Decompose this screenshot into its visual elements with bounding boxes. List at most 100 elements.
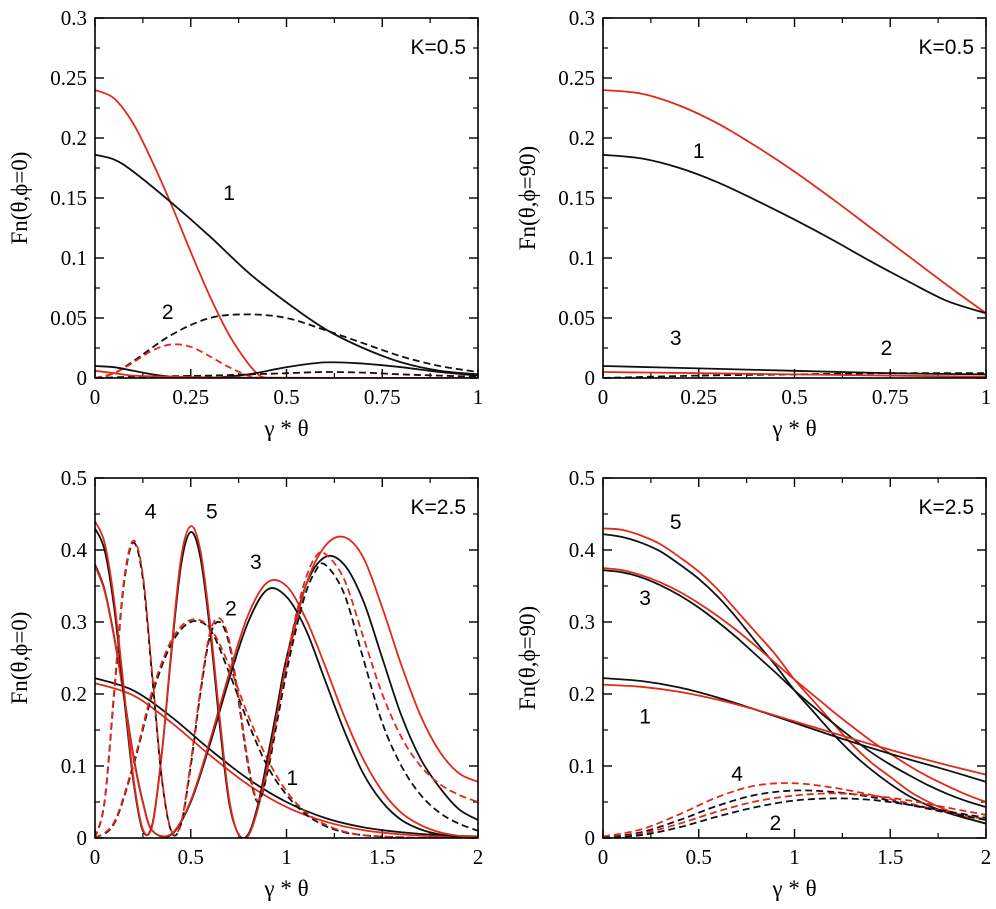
curve-label-4: 4 [145, 500, 157, 523]
y-tick-label: 0.4 [61, 538, 88, 562]
curve-label-4: 4 [731, 763, 743, 786]
chart-panel-1: 0 0.25 0.5 0.75 1 0 0.05 0.1 0.15 0.2 0.25 0.3 K=0.5… [7, 6, 483, 441]
curves [603, 89, 986, 378]
y-tick-label: 0 [77, 826, 88, 850]
plot-frame [94, 477, 479, 839]
y-tick-label: 0.4 [569, 538, 596, 562]
x-tick-label: 0.5 [686, 845, 712, 869]
curve-label-2: 2 [225, 598, 237, 621]
panel-label: K=2.5 [919, 496, 974, 519]
chart-panel-2: 0 0.25 0.5 0.75 1 0 0.05 0.1 0.15 0.2 0.25 0.3 K=0.5… [515, 6, 991, 441]
curve-label-2: 2 [162, 301, 174, 324]
series-line-3 [603, 567, 986, 803]
series-line-1 [603, 89, 986, 314]
curve-label-1: 1 [693, 140, 705, 163]
x-tick-label: 0 [598, 385, 609, 409]
plot-frame [94, 17, 479, 379]
curves [95, 89, 478, 378]
y-tick-label: 0 [77, 366, 88, 390]
y-axis-title: Fn(θ,ϕ=90) [515, 606, 540, 710]
curve-label-3: 3 [250, 551, 262, 574]
y-tick-label: 0.5 [569, 466, 595, 490]
x-tick-label: 1.5 [369, 845, 395, 869]
x-tick-label: 0 [90, 385, 101, 409]
x-axis-title: γ * θ [771, 416, 816, 441]
curve-label-1: 1 [639, 706, 651, 729]
x-tick-label: 0.5 [178, 845, 204, 869]
series-line-3 [95, 313, 478, 378]
y-tick-label: 0.15 [50, 186, 87, 210]
x-tick-label: 2 [473, 845, 484, 869]
series-line-6 [603, 683, 986, 776]
y-tick-label: 0.5 [61, 466, 87, 490]
curve-label-1: 1 [286, 767, 298, 790]
panel-label: K=0.5 [411, 36, 466, 59]
y-tick-label: 0.2 [61, 126, 87, 150]
x-tick-label: 0 [598, 845, 609, 869]
y-axis-title: Fn(θ,ϕ=0) [7, 152, 32, 245]
x-tick-label: 0 [90, 845, 101, 869]
curve-label-5: 5 [670, 511, 682, 534]
panel-label: K=0.5 [919, 36, 974, 59]
y-tick-label: 0.3 [61, 610, 87, 634]
curve-label-3: 3 [670, 327, 682, 350]
curve-label-5: 5 [206, 500, 218, 523]
series-line-1 [95, 89, 268, 378]
y-axis-title: Fn(θ,ϕ=0) [7, 612, 32, 705]
chart-panel-4: 0 0.5 1 1.5 2 0 0.1 0.2 0.3 0.4 0.5 K=2.5 5 3 1 4 2 γ * θ… [515, 466, 991, 901]
y-tick-label: 0.25 [558, 66, 595, 90]
series-line-4 [603, 569, 986, 808]
series-line-2 [603, 153, 986, 315]
curve-label-2: 2 [770, 812, 782, 835]
series-line-3 [95, 620, 478, 838]
series-line-10 [95, 539, 478, 838]
y-tick-label: 0.1 [61, 754, 87, 778]
series-line-5 [95, 564, 478, 838]
curve-label-1: 1 [223, 182, 235, 205]
series-line-5 [603, 677, 986, 783]
x-axis-title: γ * θ [771, 876, 816, 901]
series-line-2 [95, 153, 478, 376]
y-tick-label: 0.05 [50, 306, 87, 330]
series-line-8 [95, 520, 478, 838]
x-axis-title: γ * θ [263, 876, 308, 901]
x-tick-label: 2 [981, 845, 992, 869]
x-tick-label: 0.75 [364, 385, 401, 409]
y-axis-title: Fn(θ,ϕ=90) [515, 146, 540, 250]
x-tick-label: 0.5 [781, 385, 807, 409]
y-tick-label: 0.2 [569, 682, 595, 706]
y-tick-label: 0.3 [569, 610, 595, 634]
panel-label: K=2.5 [411, 496, 466, 519]
y-tick-label: 0.1 [569, 754, 595, 778]
x-tick-label: 0.25 [680, 385, 717, 409]
series-line-10 [603, 797, 986, 838]
series-line-6 [95, 565, 478, 838]
series-line-9 [95, 541, 478, 838]
chart-panel-3: 0 0.5 1 1.5 2 0 0.1 0.2 0.3 0.4 0.5 K=2.5 4 5 3 2 1 γ * θ… [7, 466, 483, 901]
series-line-6 [95, 371, 478, 378]
x-tick-label: 0.25 [172, 385, 209, 409]
x-tick-label: 1.5 [877, 845, 903, 869]
series-line-1 [95, 677, 478, 838]
series-line-7 [603, 782, 986, 838]
curves [95, 520, 478, 838]
y-tick-label: 0.05 [558, 306, 595, 330]
curve-label-3: 3 [639, 587, 651, 610]
series-line-5 [603, 371, 986, 378]
y-tick-label: 0.15 [558, 186, 595, 210]
series-line-1 [603, 527, 986, 825]
plot-frame [602, 17, 987, 379]
series-line-2 [95, 682, 478, 838]
x-axis-title: γ * θ [263, 416, 308, 441]
y-tick-label: 0.1 [569, 246, 595, 270]
y-tick-label: 0 [585, 826, 596, 850]
series-line-4 [95, 618, 478, 838]
y-tick-label: 0 [585, 366, 596, 390]
series-line-4 [95, 343, 260, 378]
x-tick-label: 1 [981, 385, 992, 409]
y-tick-label: 0.3 [61, 6, 87, 30]
y-tick-label: 0.2 [61, 682, 87, 706]
x-tick-label: 0.5 [273, 385, 299, 409]
y-tick-label: 0.3 [569, 6, 595, 30]
